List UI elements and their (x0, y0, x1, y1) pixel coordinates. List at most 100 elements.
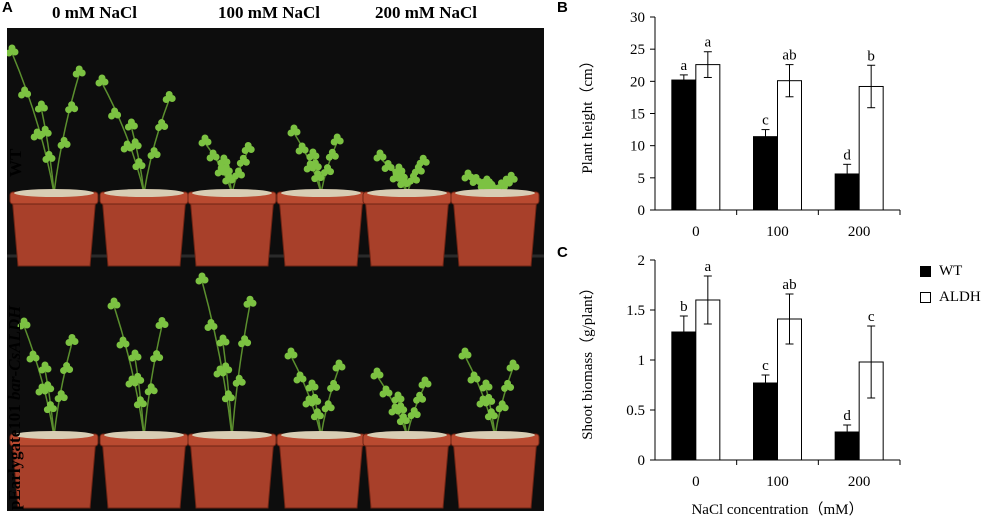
error-bar-b-aldh-0 (703, 51, 712, 78)
sig-label-b-aldh-200: b (867, 48, 875, 64)
y-tick-label-b-3: 15 (630, 107, 645, 123)
sig-label-c-aldh-0: a (704, 259, 711, 275)
x-tick-label-b-2: 200 (848, 224, 871, 240)
error-bar-b-wt-200 (843, 163, 852, 174)
shoot-biomass-chart: 0 0.5 1 1.5 2 Shoot biomass（g/plant） 0 b a 100 c ab… (579, 253, 901, 518)
sig-label-b-aldh-100: ab (782, 48, 796, 64)
bar-b-aldh-100 (777, 80, 802, 211)
y-tick-label-b-2: 10 (630, 139, 645, 155)
sig-label-c-wt-200: d (843, 408, 851, 424)
bar-c-wt-100 (753, 382, 778, 461)
plant-wt-5 (461, 169, 518, 194)
y-tick-label-c-4: 2 (638, 253, 646, 269)
plant-transgenic-5 (458, 347, 520, 437)
y-tick-label-b-6: 30 (630, 10, 645, 26)
panel-label-b: B (557, 0, 568, 16)
y-axis-label-c: Shoot biomass（g/plant） (579, 280, 596, 440)
bar-b-aldh-0 (695, 64, 721, 211)
y-tick-label-b-1: 5 (638, 171, 646, 187)
sig-label-b-wt-100: c (762, 113, 769, 129)
y-tick-label-b-4: 20 (630, 74, 645, 90)
x-tick-label-c-2: 200 (848, 474, 871, 490)
plant-wt-4 (373, 149, 430, 194)
condition-label-100: 100 mM NaCl (218, 3, 320, 22)
photo-background (7, 28, 544, 511)
error-bar-c-aldh-100 (785, 293, 794, 345)
pot-wt-1 (99, 189, 189, 267)
pot-transgenic-0 (9, 431, 99, 509)
row-label-transgenic: pEarlygate101 bar-CsALDH (5, 306, 25, 511)
sig-label-c-aldh-100: ab (782, 277, 796, 293)
pot-wt-0 (9, 189, 99, 267)
error-bar-c-wt-0 (679, 315, 688, 332)
sig-label-c-aldh-200: c (868, 309, 875, 325)
sig-label-c-wt-0: b (680, 299, 688, 315)
x-tick-label-c-0: 0 (692, 474, 700, 490)
error-bar-b-aldh-200 (867, 64, 876, 109)
plant-wt-3 (287, 124, 344, 194)
legend-item-wt: WT (920, 258, 981, 284)
plant-transgenic-2 (195, 272, 257, 437)
bar-b-wt-200 (834, 173, 860, 211)
plant-wt-0 (7, 44, 86, 194)
error-bar-b-aldh-100 (785, 64, 794, 98)
pot-transgenic-1 (99, 431, 189, 509)
bar-c-aldh-0 (695, 299, 721, 461)
plant-wt-2 (198, 134, 255, 194)
sig-label-c-wt-100: c (762, 358, 769, 374)
y-axis-label-b: Plant height（cm） (579, 53, 596, 173)
plant-transgenic-0 (17, 317, 79, 437)
x-tick-label-c-1: 100 (766, 474, 789, 490)
y-tick-label-c-1: 0.5 (626, 403, 645, 419)
pot-transgenic-2 (187, 431, 277, 509)
plant-transgenic-3 (284, 347, 346, 437)
pot-wt-5 (450, 189, 540, 267)
pot-transgenic-4 (362, 431, 452, 509)
y-tick-label-c-2: 1 (638, 353, 646, 369)
plant-photo (7, 28, 544, 511)
y-tick-label-b-0: 0 (638, 203, 646, 219)
panel-label-c: C (557, 244, 568, 261)
error-bar-c-wt-200 (843, 424, 852, 432)
pot-wt-2 (187, 189, 277, 267)
bar-b-wt-0 (671, 79, 697, 211)
pot-wt-3 (276, 189, 366, 267)
plant-transgenic-1 (107, 297, 169, 437)
plant-height-chart: 0 5 10 15 20 25 30 Plant height（cm） 0 a a 100 c ab 200… (579, 10, 901, 240)
row-label-wt: WT (6, 148, 25, 177)
error-bar-b-wt-100 (761, 129, 770, 137)
legend-label-wt: WT (939, 262, 963, 279)
plant-wt-1 (95, 74, 176, 194)
bar-c-wt-200 (834, 431, 860, 461)
pot-wt-4 (362, 189, 452, 267)
legend-swatch-wt (920, 265, 931, 277)
x-axis-label-c: NaCl concentration（mM） (691, 501, 863, 518)
condition-label-0: 0 mM NaCl (52, 3, 137, 22)
pot-transgenic-3 (276, 431, 366, 509)
legend-label-aldh: ALDH (939, 288, 981, 305)
y-tick-label-c-3: 1.5 (626, 303, 645, 319)
error-bar-c-wt-100 (761, 374, 770, 383)
panel-label-a: A (2, 0, 13, 16)
sig-label-b-aldh-0: a (704, 35, 711, 51)
error-bar-c-aldh-200 (867, 325, 876, 399)
x-tick-label-b-0: 0 (692, 224, 700, 240)
sig-label-b-wt-200: d (843, 147, 851, 163)
legend-swatch-aldh (920, 291, 931, 303)
legend: WT ALDH (920, 258, 981, 310)
condition-label-200: 200 mM NaCl (375, 3, 477, 22)
row-label-transgenic-plain: pEarlygate101 (5, 399, 24, 510)
plant-transgenic-4 (370, 367, 432, 437)
row-label-transgenic-italic: bar-CsALDH (5, 305, 24, 400)
x-tick-label-b-1: 100 (766, 224, 789, 240)
plant-photo-illustration (7, 28, 544, 511)
y-tick-label-b-5: 25 (630, 42, 645, 58)
legend-item-aldh: ALDH (920, 284, 981, 310)
bar-c-wt-0 (671, 331, 697, 461)
y-tick-label-c-0: 0 (638, 453, 646, 469)
error-bar-c-aldh-0 (703, 275, 712, 325)
pot-transgenic-5 (450, 431, 540, 509)
error-bar-b-wt-0 (679, 74, 688, 81)
bar-b-wt-100 (753, 136, 778, 211)
sig-label-b-wt-0: a (680, 58, 687, 74)
